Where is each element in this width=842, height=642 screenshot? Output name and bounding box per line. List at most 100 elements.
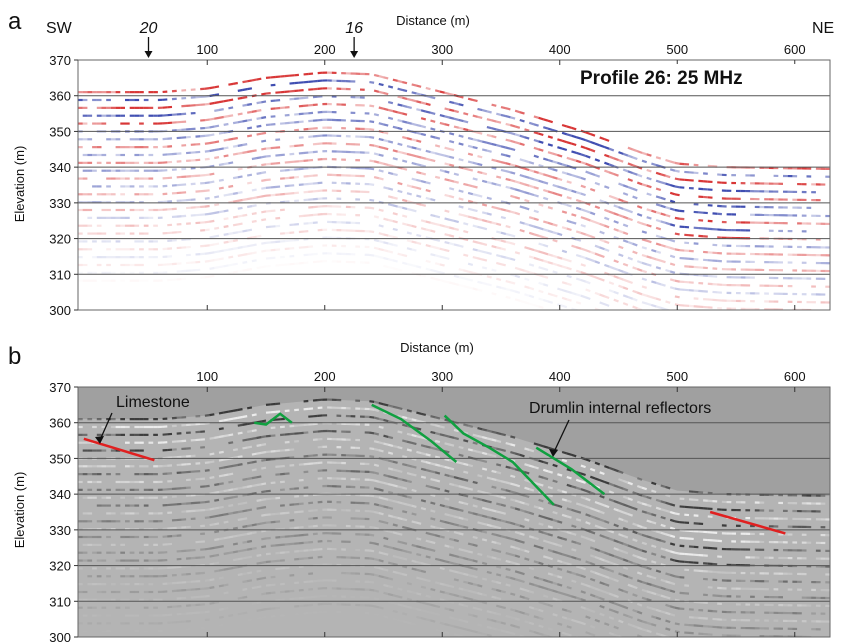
- reflection-segment: [209, 133, 215, 137]
- reflection-segment: [491, 493, 497, 497]
- reflection-segment: [402, 206, 408, 210]
- reflection-segment: [477, 474, 483, 478]
- reflection-segment: [214, 258, 220, 262]
- reflection-segment: [214, 266, 220, 270]
- reflection-segment: [373, 526, 380, 530]
- reflection-segment: [251, 429, 257, 433]
- reflection-segment: [604, 169, 610, 174]
- reflection-segment: [398, 269, 403, 270]
- reflection-segment: [247, 524, 253, 528]
- reflection-segment: [632, 250, 638, 255]
- reflection-segment: [646, 511, 652, 516]
- reflection-segment: [481, 203, 488, 207]
- reflection-segment: [472, 98, 478, 103]
- reflection-segment: [585, 505, 591, 510]
- reflection-segment: [209, 125, 215, 129]
- reflection-segment: [538, 258, 544, 262]
- reflection-segment: [477, 584, 483, 588]
- reflection-segment: [528, 582, 535, 586]
- reflection-segment: [449, 163, 455, 167]
- reflection-segment: [242, 95, 248, 99]
- reflection-segment: [500, 480, 506, 484]
- reflection-segment: [496, 494, 502, 498]
- reflection-segment: [622, 215, 629, 220]
- reflection-segment: [458, 500, 464, 505]
- reflection-segment: [261, 608, 267, 612]
- reflection-segment: [669, 246, 676, 251]
- reflection-segment: [434, 463, 441, 467]
- reflection-segment: [383, 591, 389, 596]
- reflection-segment: [373, 432, 380, 436]
- reflection-segment: [261, 537, 267, 541]
- reflection-segment: [566, 452, 572, 456]
- reflection-segment: [261, 218, 267, 222]
- reflection-segment: [387, 443, 394, 447]
- reflection-segment: [435, 630, 440, 631]
- reflection-segment: [232, 558, 238, 562]
- reflection-segment: [510, 490, 516, 494]
- reflection-segment: [472, 512, 478, 516]
- reflection-segment: [561, 131, 568, 136]
- reflection-segment: [557, 520, 563, 524]
- reflection-segment: [449, 459, 455, 463]
- reflection-segment: [505, 209, 511, 213]
- reflection-segment: [651, 583, 657, 588]
- reflection-segment: [481, 467, 488, 471]
- reflection-segment: [674, 232, 680, 236]
- reflection-segment: [589, 569, 596, 574]
- reflection-segment: [434, 262, 441, 266]
- reflection-segment: [500, 105, 506, 110]
- reflection-segment: [585, 560, 591, 565]
- reflection-segment: [251, 109, 257, 113]
- reflection-segment: [247, 477, 253, 481]
- reflection-segment: [242, 438, 248, 442]
- reflection-segment: [402, 222, 408, 226]
- reflection-segment: [256, 585, 262, 589]
- reflection-segment: [491, 446, 497, 450]
- reflection-segment: [449, 147, 455, 152]
- reflection-segment: [561, 592, 568, 596]
- reflection-segment: [242, 150, 248, 154]
- reflection-segment: [599, 199, 605, 204]
- reflection-segment: [599, 471, 605, 476]
- reflection-segment: [580, 176, 586, 181]
- reflection-segment: [566, 172, 572, 177]
- reflection-segment: [463, 230, 469, 234]
- reflection-segment: [463, 182, 469, 187]
- reflection-segment: [458, 158, 464, 162]
- reflection-segment: [613, 578, 619, 583]
- reflection-segment: [632, 530, 638, 535]
- reflection-segment: [674, 575, 680, 579]
- reflection-segment: [665, 221, 671, 226]
- reflection-segment: [528, 448, 535, 453]
- reflection-segment: [585, 458, 591, 463]
- reflection-segment: [223, 591, 229, 595]
- reflection-segment: [608, 171, 615, 176]
- reflection-segment: [463, 564, 469, 569]
- reflection-segment: [449, 514, 455, 518]
- reflection-segment: [383, 458, 389, 462]
- reflection-segment: [481, 258, 488, 262]
- reflection-segment: [589, 546, 596, 551]
- reflection-segment: [472, 138, 478, 142]
- reflection-segment: [444, 512, 450, 517]
- reflection-segment: [224, 632, 229, 633]
- reflection-segment: [439, 247, 445, 251]
- reflection-segment: [378, 441, 384, 445]
- reflection-segment: [204, 610, 210, 614]
- reflection-segment: [660, 181, 666, 185]
- reflection-segment: [505, 280, 511, 284]
- reflection-segment: [204, 204, 210, 208]
- reflection-segment: [524, 198, 530, 203]
- reflection-segment: [383, 536, 389, 541]
- reflection-segment: [477, 115, 483, 120]
- reflection-segment: [674, 551, 680, 555]
- reflection-segment: [430, 603, 436, 607]
- reflection-segment: [510, 257, 516, 262]
- reflection-segment: [392, 484, 398, 488]
- reflection-segment: [514, 570, 521, 574]
- reflection-segment: [232, 215, 238, 219]
- reflection-segment: [223, 567, 229, 571]
- panel-b-x-axis-title: Distance (m): [400, 340, 474, 355]
- reflection-segment: [491, 205, 497, 210]
